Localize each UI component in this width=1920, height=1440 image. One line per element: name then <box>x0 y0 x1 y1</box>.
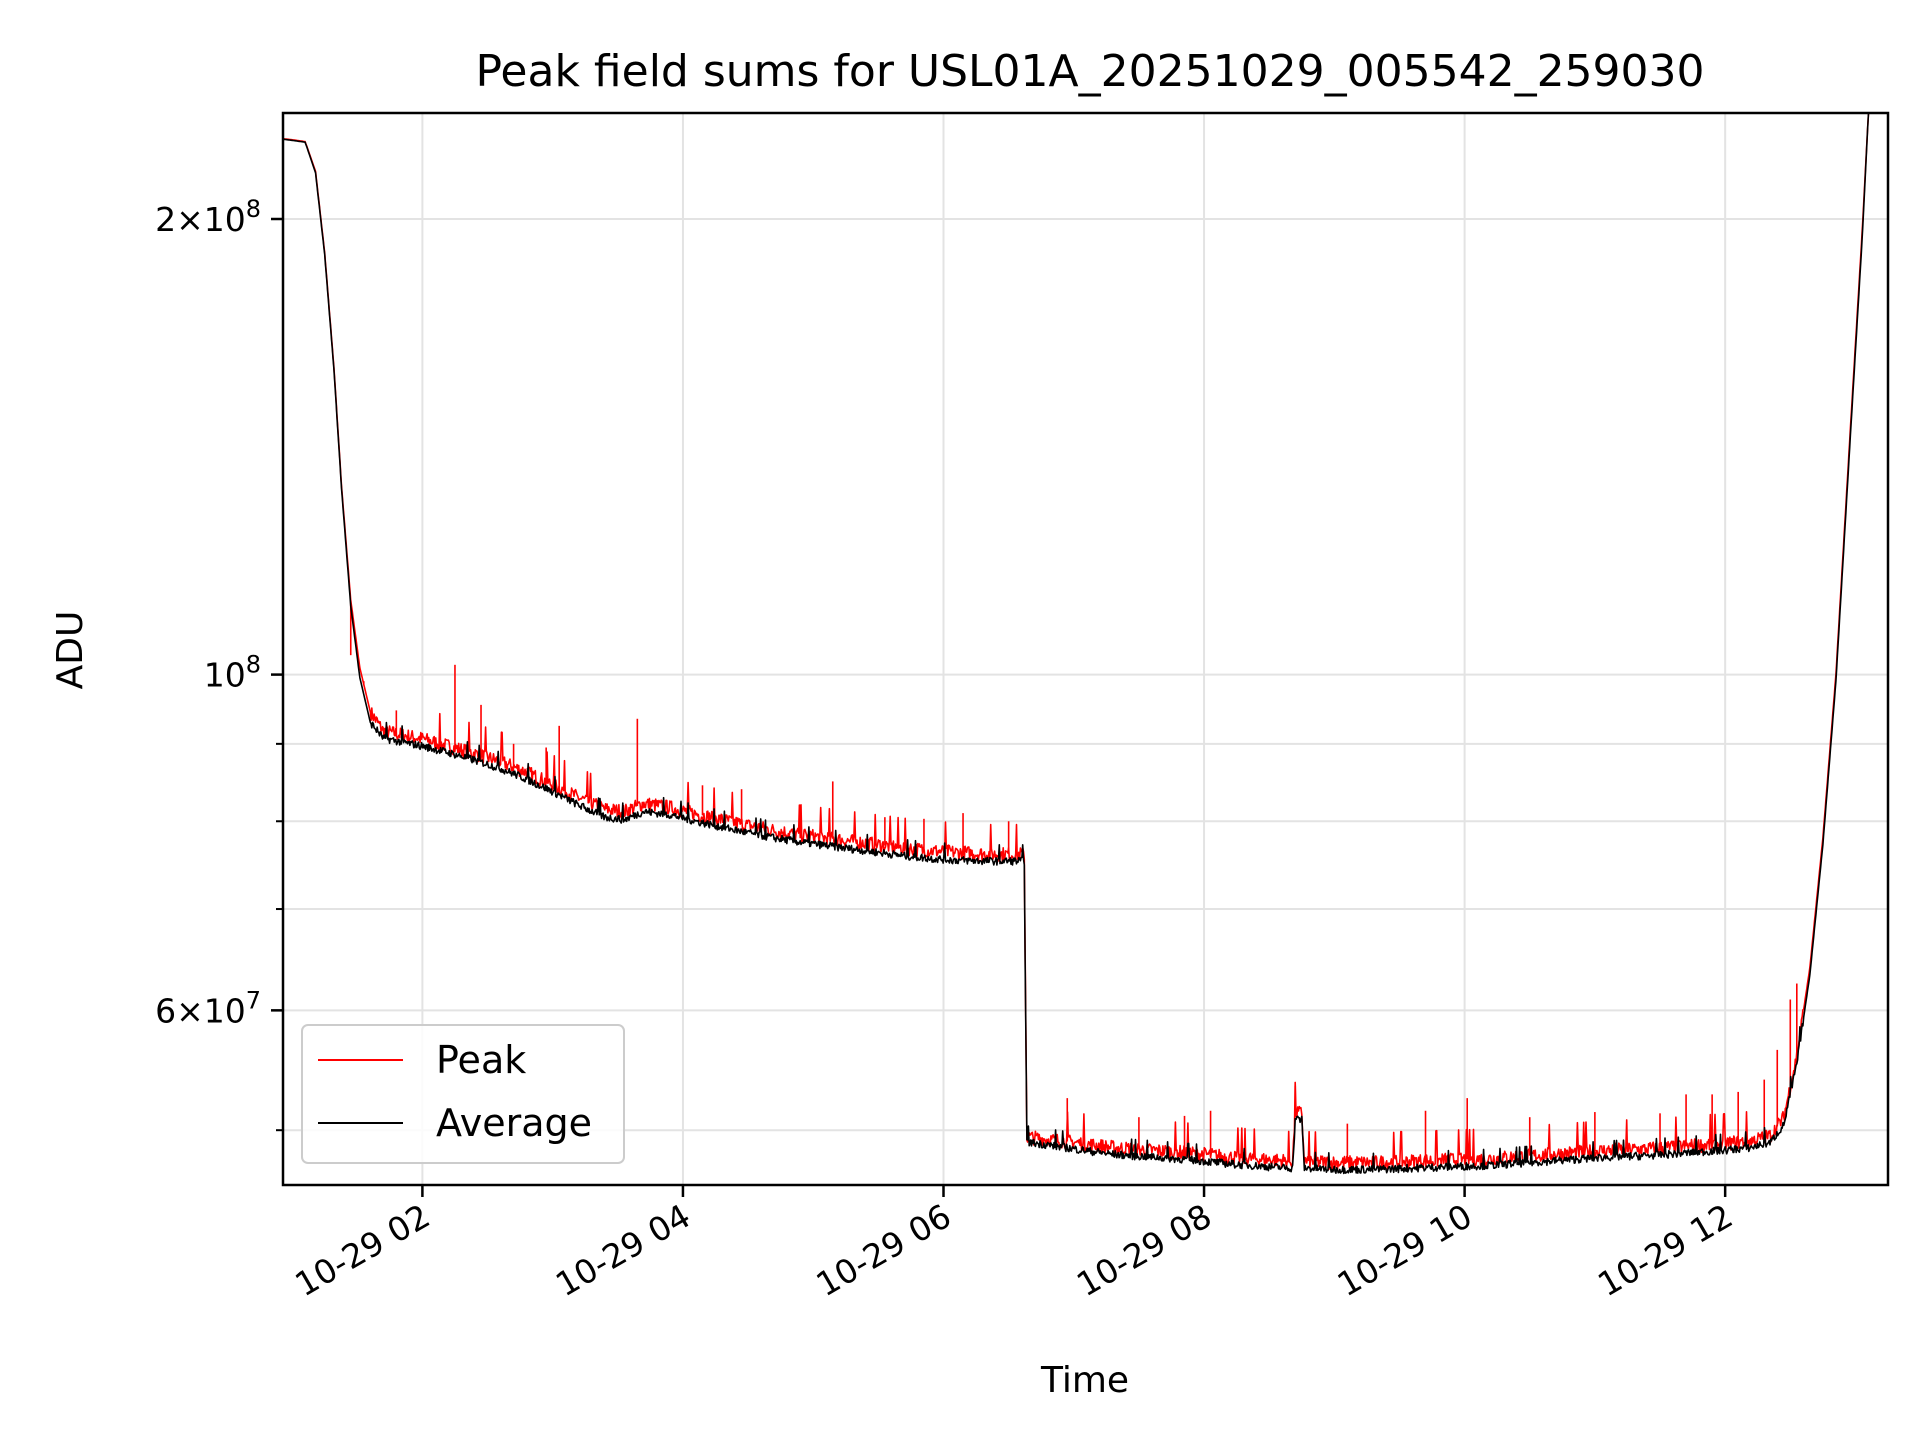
y-tick-label: 6×107 <box>155 986 261 1030</box>
legend-label-peak: Peak <box>436 1038 526 1082</box>
legend: Peak Average <box>301 1024 625 1164</box>
x-axis-label: Time <box>1040 1360 1129 1401</box>
series-average-line <box>283 113 1870 1175</box>
series-peak-line <box>283 113 1870 1171</box>
legend-label-average: Average <box>436 1101 592 1145</box>
chart-title: Peak field sums for USL01A_20251029_0055… <box>475 46 1704 97</box>
y-axis-label: ADU <box>50 611 91 690</box>
y-tick-label: 2×108 <box>155 195 261 239</box>
plot-frame <box>281 111 1890 1187</box>
series-layer <box>283 113 1870 1175</box>
gridlines <box>283 113 1888 1185</box>
